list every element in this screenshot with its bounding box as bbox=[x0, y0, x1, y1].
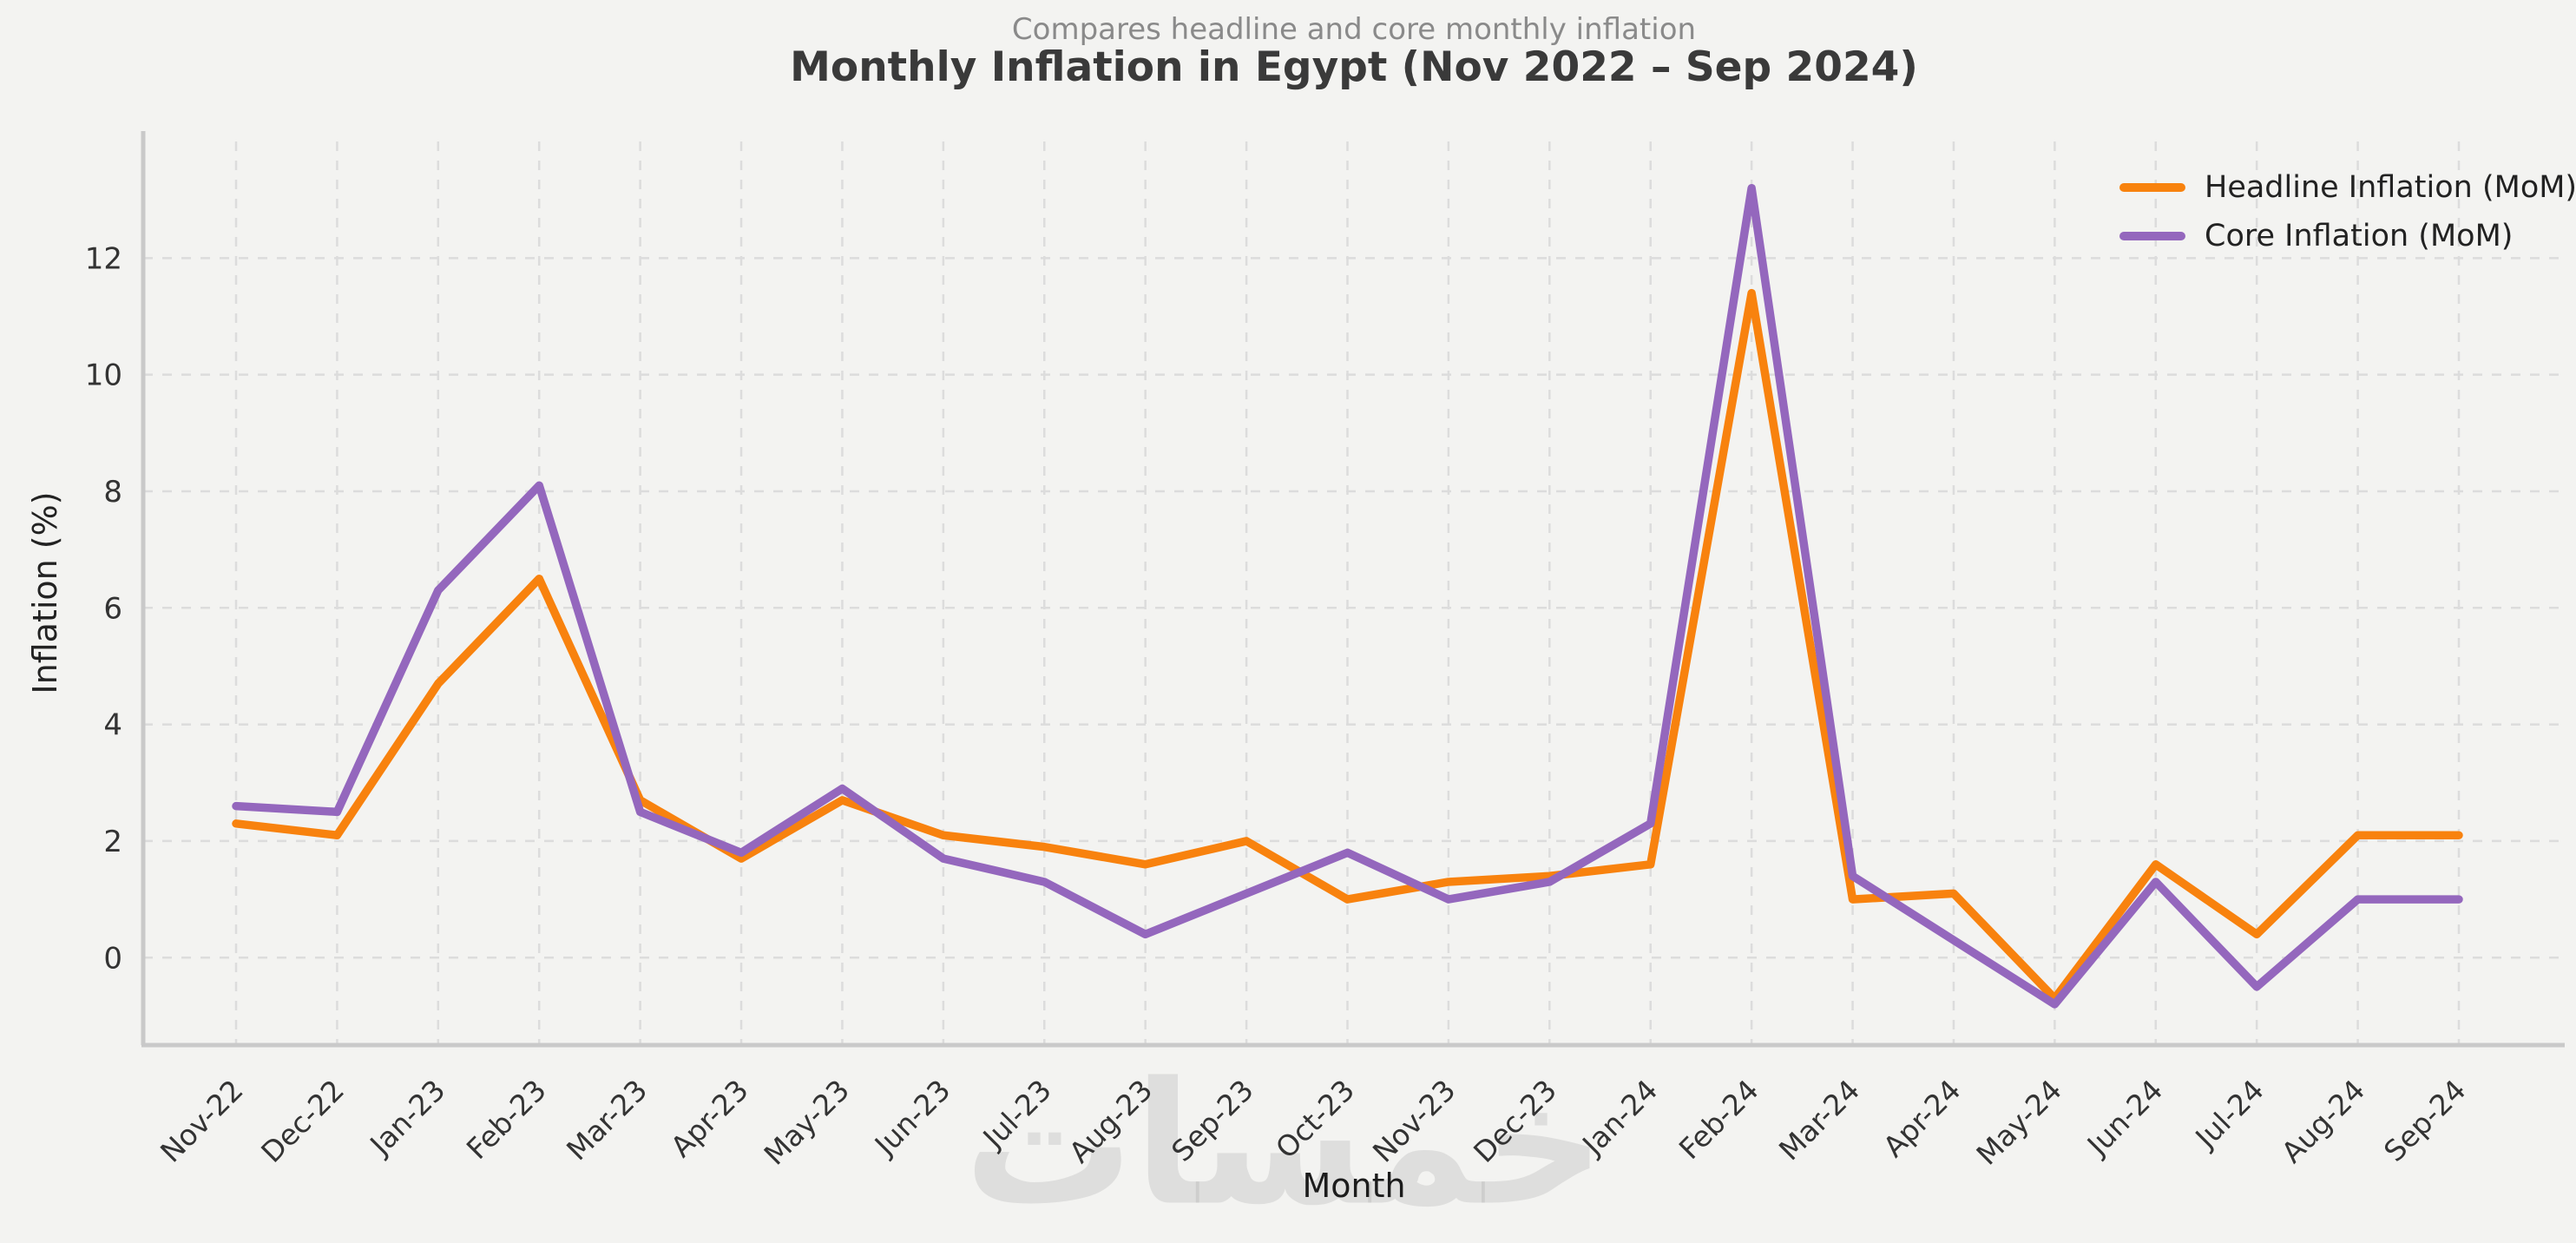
x-tick-label: Dec-23 bbox=[1467, 1073, 1563, 1169]
x-axis-label: Month bbox=[1302, 1167, 1406, 1205]
y-tick-label: 8 bbox=[103, 475, 122, 510]
x-tick-label: Jan-23 bbox=[362, 1073, 451, 1162]
headline-line-swatch bbox=[2119, 183, 2185, 192]
x-tick-label: Oct-23 bbox=[1269, 1073, 1361, 1165]
gridlines bbox=[143, 141, 2565, 1045]
chart-title: Monthly Inflation in Egypt (Nov 2022 – S… bbox=[790, 43, 1918, 91]
legend-label-core: Core Inflation (MoM) bbox=[2205, 219, 2514, 253]
x-tick-label: Feb-24 bbox=[1672, 1073, 1765, 1166]
x-tick-label: Apr-23 bbox=[664, 1073, 755, 1164]
y-tick-labels: 0 2 4 6 8 10 12 bbox=[85, 241, 122, 976]
x-tick-label: Mar-23 bbox=[560, 1073, 654, 1167]
x-tick-label: Jan-24 bbox=[1574, 1073, 1664, 1162]
legend-label-headline: Headline Inflation (MoM) bbox=[2205, 170, 2576, 205]
x-tick-label: Sep-23 bbox=[1165, 1073, 1260, 1168]
axes-spines bbox=[141, 131, 2565, 1048]
x-tick-label: Dec-22 bbox=[254, 1073, 351, 1169]
x-tick-label: Jun-24 bbox=[2080, 1073, 2170, 1163]
core-line-swatch bbox=[2119, 232, 2185, 240]
chart-subtitle: Compares headline and core monthly infla… bbox=[1011, 12, 1697, 47]
y-tick-label: 4 bbox=[103, 708, 122, 743]
headline-series-line bbox=[232, 288, 2463, 1003]
y-axis-label: Inflation (%) bbox=[26, 491, 64, 694]
x-tick-labels: Nov-22 Dec-22 Jan-23 Feb-23 Mar-23 Apr-23 May-… bbox=[154, 1073, 2473, 1172]
x-tick-label: Nov-22 bbox=[154, 1073, 250, 1169]
legend: Headline Inflation (MoM) Core Inflation … bbox=[2119, 163, 2576, 260]
x-tick-label: Aug-23 bbox=[1062, 1073, 1159, 1169]
y-tick-label: 0 bbox=[103, 941, 122, 976]
x-tick-label: Nov-23 bbox=[1366, 1073, 1462, 1169]
y-tick-label: 12 bbox=[85, 241, 122, 276]
x-tick-label: Jul-24 bbox=[2188, 1073, 2270, 1155]
core-series-line bbox=[232, 183, 2463, 1009]
x-tick-label: Jul-23 bbox=[976, 1073, 1058, 1155]
y-tick-label: 10 bbox=[85, 358, 122, 393]
y-tick-label: 6 bbox=[103, 591, 122, 626]
x-tick-label: Aug-24 bbox=[2275, 1073, 2371, 1169]
y-tick-label: 2 bbox=[103, 825, 122, 859]
watermark-text: خمسات bbox=[963, 1045, 1606, 1243]
x-tick-label: May-24 bbox=[1969, 1073, 2068, 1172]
x-tick-label: May-23 bbox=[758, 1073, 857, 1172]
series-lines bbox=[232, 183, 2463, 1009]
legend-item-core: Core Inflation (MoM) bbox=[2119, 212, 2576, 260]
x-tick-label: Feb-23 bbox=[460, 1073, 553, 1166]
x-tick-label: Apr-24 bbox=[1876, 1073, 1968, 1164]
legend-item-headline: Headline Inflation (MoM) bbox=[2119, 163, 2576, 212]
x-tick-label: Jun-23 bbox=[867, 1073, 957, 1163]
x-tick-label: Mar-24 bbox=[1772, 1073, 1866, 1167]
x-tick-label: Sep-24 bbox=[2377, 1073, 2473, 1168]
